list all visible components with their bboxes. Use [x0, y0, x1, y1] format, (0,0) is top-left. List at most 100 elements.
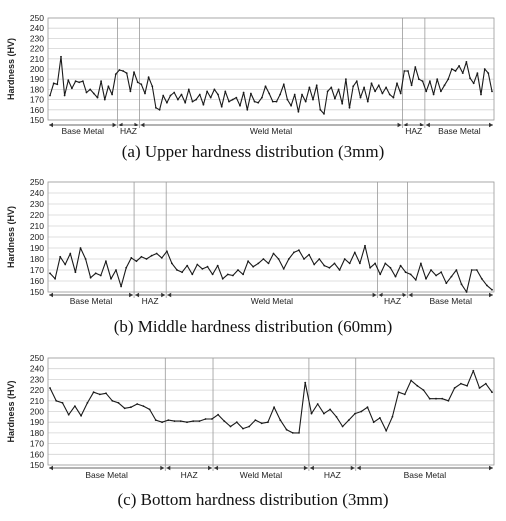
caption-middle: (b) Middle hardness distribution (60mm): [113, 317, 393, 336]
data-point: [374, 262, 376, 265]
data-point: [316, 403, 319, 405]
data-point: [379, 417, 381, 419]
arrowhead-left: [49, 122, 53, 128]
arrowhead-left: [49, 465, 53, 471]
data-point: [246, 108, 249, 111]
arrowhead-left: [356, 465, 361, 471]
data-point: [469, 77, 471, 80]
data-point: [176, 269, 178, 271]
data-point: [232, 274, 234, 277]
y-tick-label: 250: [30, 13, 44, 23]
region-label: HAZ: [384, 296, 401, 306]
data-point: [125, 72, 128, 74]
region-label: Base Metal: [70, 296, 113, 306]
data-point: [129, 90, 132, 93]
data-point: [466, 384, 468, 387]
data-point: [454, 70, 457, 72]
data-point: [69, 252, 72, 255]
data-point: [220, 105, 223, 108]
y-tick-label: 240: [30, 364, 44, 374]
data-point: [54, 277, 56, 280]
y-tick-label: 150: [30, 287, 44, 297]
region-label: HAZ: [181, 470, 198, 480]
data-point: [63, 94, 66, 97]
data-point: [198, 93, 201, 96]
y-tick-label: 240: [30, 188, 44, 198]
data-point: [379, 273, 382, 276]
data-point: [239, 104, 241, 107]
data-point: [49, 94, 51, 97]
y-axis-label: Hardness (HV): [6, 38, 16, 100]
data-point: [89, 88, 92, 91]
data-point: [151, 85, 154, 88]
region-label-backing: [139, 296, 161, 306]
arrowhead-right: [161, 292, 166, 298]
data-point: [394, 275, 397, 278]
data-point: [173, 91, 176, 94]
data-point: [79, 247, 82, 249]
data-point: [217, 93, 219, 96]
data-point: [221, 277, 224, 280]
data-point: [179, 420, 182, 422]
data-point: [211, 273, 214, 276]
data-point: [440, 90, 442, 93]
data-point: [49, 387, 51, 389]
arrowhead-left: [49, 292, 53, 298]
region-label: Base Metal: [438, 126, 481, 136]
data-point: [333, 262, 336, 265]
data-point: [115, 269, 117, 271]
data-point: [120, 285, 122, 288]
data-point: [359, 262, 361, 265]
data-point: [399, 92, 402, 95]
y-tick-label: 200: [30, 64, 44, 74]
data-point: [476, 72, 479, 74]
data-point: [272, 252, 275, 255]
region-label: HAZ: [142, 296, 159, 306]
data-point: [49, 272, 51, 275]
data-point: [298, 249, 300, 252]
data-point: [366, 100, 369, 103]
y-axis-label: Hardness (HV): [6, 206, 16, 268]
y-tick-label: 200: [30, 232, 44, 242]
data-point: [235, 96, 238, 99]
caption-upper: (a) Upper hardness distribution (3mm): [121, 142, 385, 161]
data-point: [287, 258, 290, 260]
data-point: [254, 419, 257, 421]
data-point: [315, 84, 318, 87]
data-point: [252, 265, 255, 268]
arrowhead-left: [425, 122, 430, 128]
data-point: [92, 92, 95, 95]
y-tick-label: 150: [30, 115, 44, 125]
data-point: [447, 399, 450, 402]
region-label: Base Metal: [429, 296, 472, 306]
data-point: [396, 82, 398, 85]
y-axis-label: Hardness (HV): [6, 380, 16, 442]
data-point: [60, 55, 62, 58]
y-tick-label: 160: [30, 449, 44, 459]
data-point: [319, 108, 322, 111]
data-point: [154, 419, 157, 421]
region-label-backing: [237, 470, 285, 480]
data-point: [92, 391, 95, 394]
arrowhead-left: [166, 465, 171, 471]
data-point: [455, 269, 458, 271]
data-point: [279, 93, 281, 96]
data-point: [117, 402, 120, 404]
data-point: [397, 391, 400, 394]
data-point: [326, 90, 329, 93]
arrowhead-right: [489, 292, 493, 298]
data-point: [140, 83, 143, 86]
data-point: [421, 80, 424, 83]
y-tick-label: 150: [30, 460, 44, 470]
data-point: [391, 415, 394, 418]
y-tick-label: 230: [30, 199, 44, 209]
hardness-series-line: [49, 56, 493, 115]
data-point: [465, 61, 468, 63]
data-point: [484, 382, 487, 385]
data-point: [140, 255, 143, 258]
arrowhead-left: [140, 122, 145, 128]
data-point: [460, 283, 463, 286]
data-point: [381, 92, 384, 95]
data-point: [173, 420, 176, 422]
data-point: [445, 282, 448, 285]
